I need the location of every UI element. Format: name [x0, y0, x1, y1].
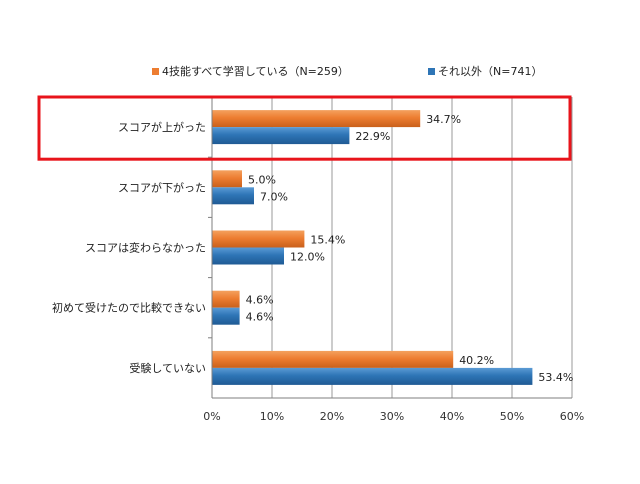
x-tick-label: 60% [560, 410, 584, 423]
data-label: 4.6% [246, 311, 274, 324]
bar [212, 187, 254, 205]
category-label: スコアは変わらなかった [85, 241, 206, 255]
bars-layer [212, 110, 533, 385]
bar [212, 350, 454, 368]
bar [212, 170, 242, 188]
x-tick-label: 40% [440, 410, 464, 423]
data-label: 4.6% [246, 294, 274, 307]
bar [212, 247, 284, 265]
x-tick-label: 10% [260, 410, 284, 423]
data-label: 15.4% [310, 234, 345, 247]
labels-layer: 34.7% 22.9% 5.0% 7.0% 15.4% 12.0% 4.6% 4.6% 40.2… [246, 113, 574, 384]
bar [212, 110, 421, 128]
data-label: 12.0% [290, 251, 325, 264]
legend-label: それ以外（N=741） [438, 65, 542, 78]
legend: 4技能すべて学習している（N=259） それ以外（N=741） [152, 64, 542, 78]
category-label: スコアが下がった [118, 180, 206, 194]
data-label: 34.7% [426, 113, 461, 126]
data-label: 53.4% [538, 371, 573, 384]
bar [212, 367, 533, 385]
data-label: 40.2% [459, 354, 494, 367]
category-label: 初めて受けたので比較できない [52, 301, 206, 315]
bar [212, 230, 305, 248]
legend-swatch [152, 68, 159, 75]
legend-swatch [428, 68, 435, 75]
category-label: 受験していない [129, 361, 206, 375]
x-tick-label: 20% [320, 410, 344, 423]
x-tick-label: 50% [500, 410, 524, 423]
highlight-layer [37, 95, 572, 161]
grid-layer [271, 97, 573, 398]
data-label: 22.9% [355, 130, 390, 143]
axis-layer: 0% 10% 20% 30% 40% 50% 60% スコアが上がったスコアが下がったスコアは… [52, 96, 584, 423]
bar [212, 307, 240, 325]
category-label: スコアが上がった [118, 120, 206, 134]
legend-label: 4技能すべて学習している（N=259） [162, 64, 349, 78]
highlight-box [37, 95, 572, 161]
data-label: 7.0% [260, 190, 288, 203]
x-tick-label: 30% [380, 410, 404, 423]
x-tick-label: 0% [203, 410, 220, 423]
data-label: 5.0% [248, 173, 276, 186]
bar [212, 127, 350, 145]
bar [212, 290, 240, 308]
